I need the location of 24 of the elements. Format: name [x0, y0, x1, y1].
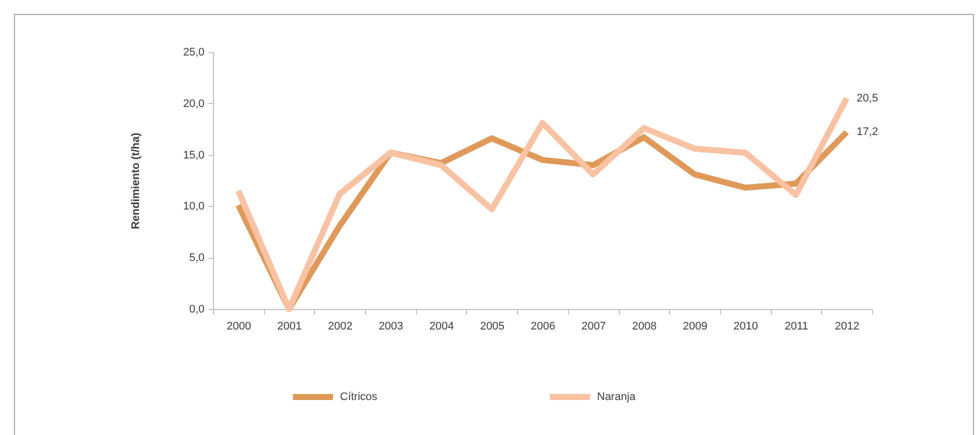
x-tick-label: 2006 [530, 320, 556, 332]
y-tick-label: 20,0 [183, 98, 204, 110]
x-tick-label: 2001 [277, 320, 302, 332]
legend-label: Naranja [597, 391, 636, 403]
y-tick-label: 25,0 [183, 46, 204, 58]
x-tick-label: 2011 [784, 320, 808, 332]
x-tick-label: 2002 [328, 320, 352, 332]
x-tick-label: 2003 [378, 320, 404, 332]
x-tick-label: 2000 [226, 320, 252, 332]
x-tick-label: 2010 [734, 320, 758, 332]
legend-label: Cítricos [340, 391, 378, 403]
x-tick-label: 2004 [429, 320, 454, 332]
x-tick-label: 2009 [682, 320, 708, 332]
y-tick-label: 10,0 [183, 200, 204, 213]
x-tick-label: 2012 [834, 320, 860, 332]
y-tick-label: 15,0 [183, 149, 204, 162]
data-label: 20,5 [856, 92, 878, 104]
x-tick-label: 2008 [632, 320, 657, 332]
data-label: 17,2 [856, 126, 878, 138]
x-tick-label: 2005 [480, 320, 505, 332]
y-axis-title: Rendimiento (t/ha) [130, 132, 142, 230]
x-tick-label: 2007 [581, 320, 606, 332]
y-tick-label: 0,0 [189, 304, 204, 316]
y-tick-label: 5,0 [189, 252, 204, 264]
